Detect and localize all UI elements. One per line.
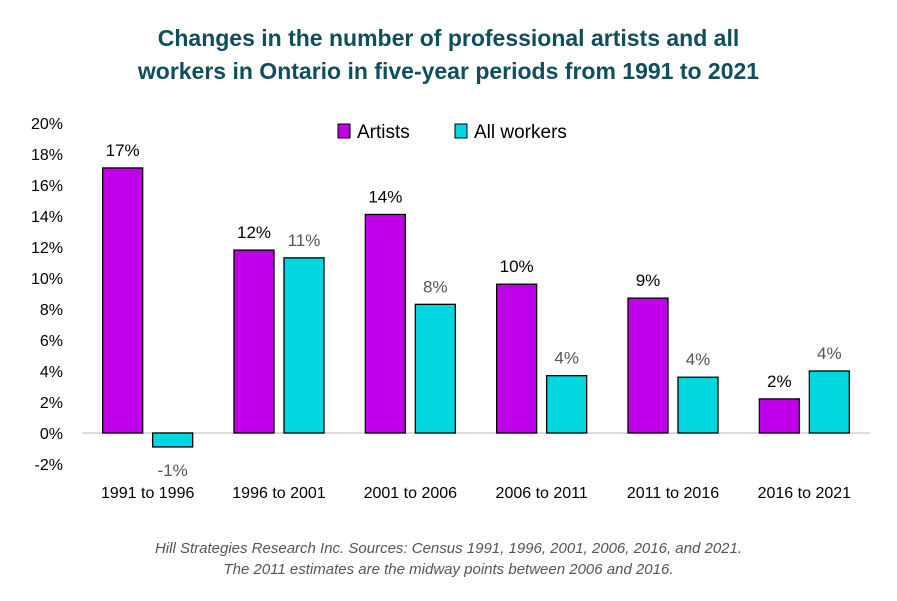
bar-artists (364, 213, 406, 434)
data-label: 17% (106, 141, 140, 160)
bar-artists (233, 249, 275, 434)
data-label: 12% (237, 223, 271, 242)
data-label: 4% (686, 350, 711, 369)
bar-artists (102, 167, 144, 434)
x-category-label: 2016 to 2021 (758, 485, 852, 502)
chart-title: Changes in the number of professional ar… (0, 22, 897, 88)
legend: Artists All workers (337, 122, 567, 143)
bar-artists (496, 283, 538, 434)
chart-footnote: Hill Strategies Research Inc. Sources: C… (0, 538, 897, 580)
chart-title-line-1: Changes in the number of professional ar… (157, 25, 740, 51)
x-axis-categories: 1991 to 1996 1996 to 2001 2001 to 2006 2006… (101, 485, 851, 502)
bar-all-workers (546, 374, 588, 434)
data-label: 9% (636, 271, 661, 290)
bar-all-workers (808, 370, 850, 434)
bar-all-workers (283, 257, 325, 434)
x-category-label: 2011 to 2016 (627, 485, 719, 502)
data-labels: 17% -1% 12% 11% 14% 8% 10% 4% 9% 4% 2% 4% (106, 141, 842, 480)
bar-artists (627, 297, 669, 434)
bar-all-workers (677, 376, 719, 434)
y-tick-label: 0% (40, 426, 63, 443)
footnote-line-1: Hill Strategies Research Inc. Sources: C… (154, 540, 743, 557)
y-axis-ticks: 20% 18% 16% 14% 12% 10% 8% 6% 4% 2% 0% -2% (31, 116, 63, 474)
x-category-label: 2006 to 2011 (496, 485, 588, 502)
data-label: -1% (158, 461, 188, 480)
y-tick-label: 8% (40, 302, 63, 319)
bar-all-workers (414, 303, 456, 434)
x-category-label: 2001 to 2006 (364, 485, 458, 502)
data-label: 14% (368, 187, 402, 206)
legend-label: All workers (474, 122, 567, 143)
footnote-line-2: The 2011 estimates are the midway points… (223, 561, 674, 578)
chart-title-line-2: workers in Ontario in five-year periods … (137, 58, 760, 84)
bar-all-workers (152, 432, 194, 448)
legend-swatch-artists (337, 123, 351, 139)
y-tick-label: 20% (31, 116, 63, 133)
y-tick-label: 10% (31, 271, 63, 288)
y-tick-label: 12% (31, 240, 63, 257)
data-label: 10% (500, 257, 534, 276)
data-label: 4% (554, 349, 579, 368)
legend-label: Artists (357, 122, 410, 143)
y-tick-label: -2% (35, 457, 63, 474)
y-tick-label: 14% (31, 209, 63, 226)
x-category-label: 1991 to 1996 (101, 485, 195, 502)
data-label: 8% (423, 277, 448, 296)
y-tick-label: 18% (31, 147, 63, 164)
x-category-label: 1996 to 2001 (232, 485, 326, 502)
y-tick-label: 4% (40, 364, 63, 381)
legend-swatch-all-workers (454, 123, 468, 139)
y-tick-label: 16% (31, 178, 63, 195)
data-label: 4% (817, 344, 842, 363)
y-tick-label: 2% (40, 395, 63, 412)
data-label: 2% (767, 372, 792, 391)
bar-series (102, 167, 850, 448)
data-label: 11% (288, 231, 321, 250)
y-tick-label: 6% (40, 333, 63, 350)
bar-artists (758, 398, 800, 434)
